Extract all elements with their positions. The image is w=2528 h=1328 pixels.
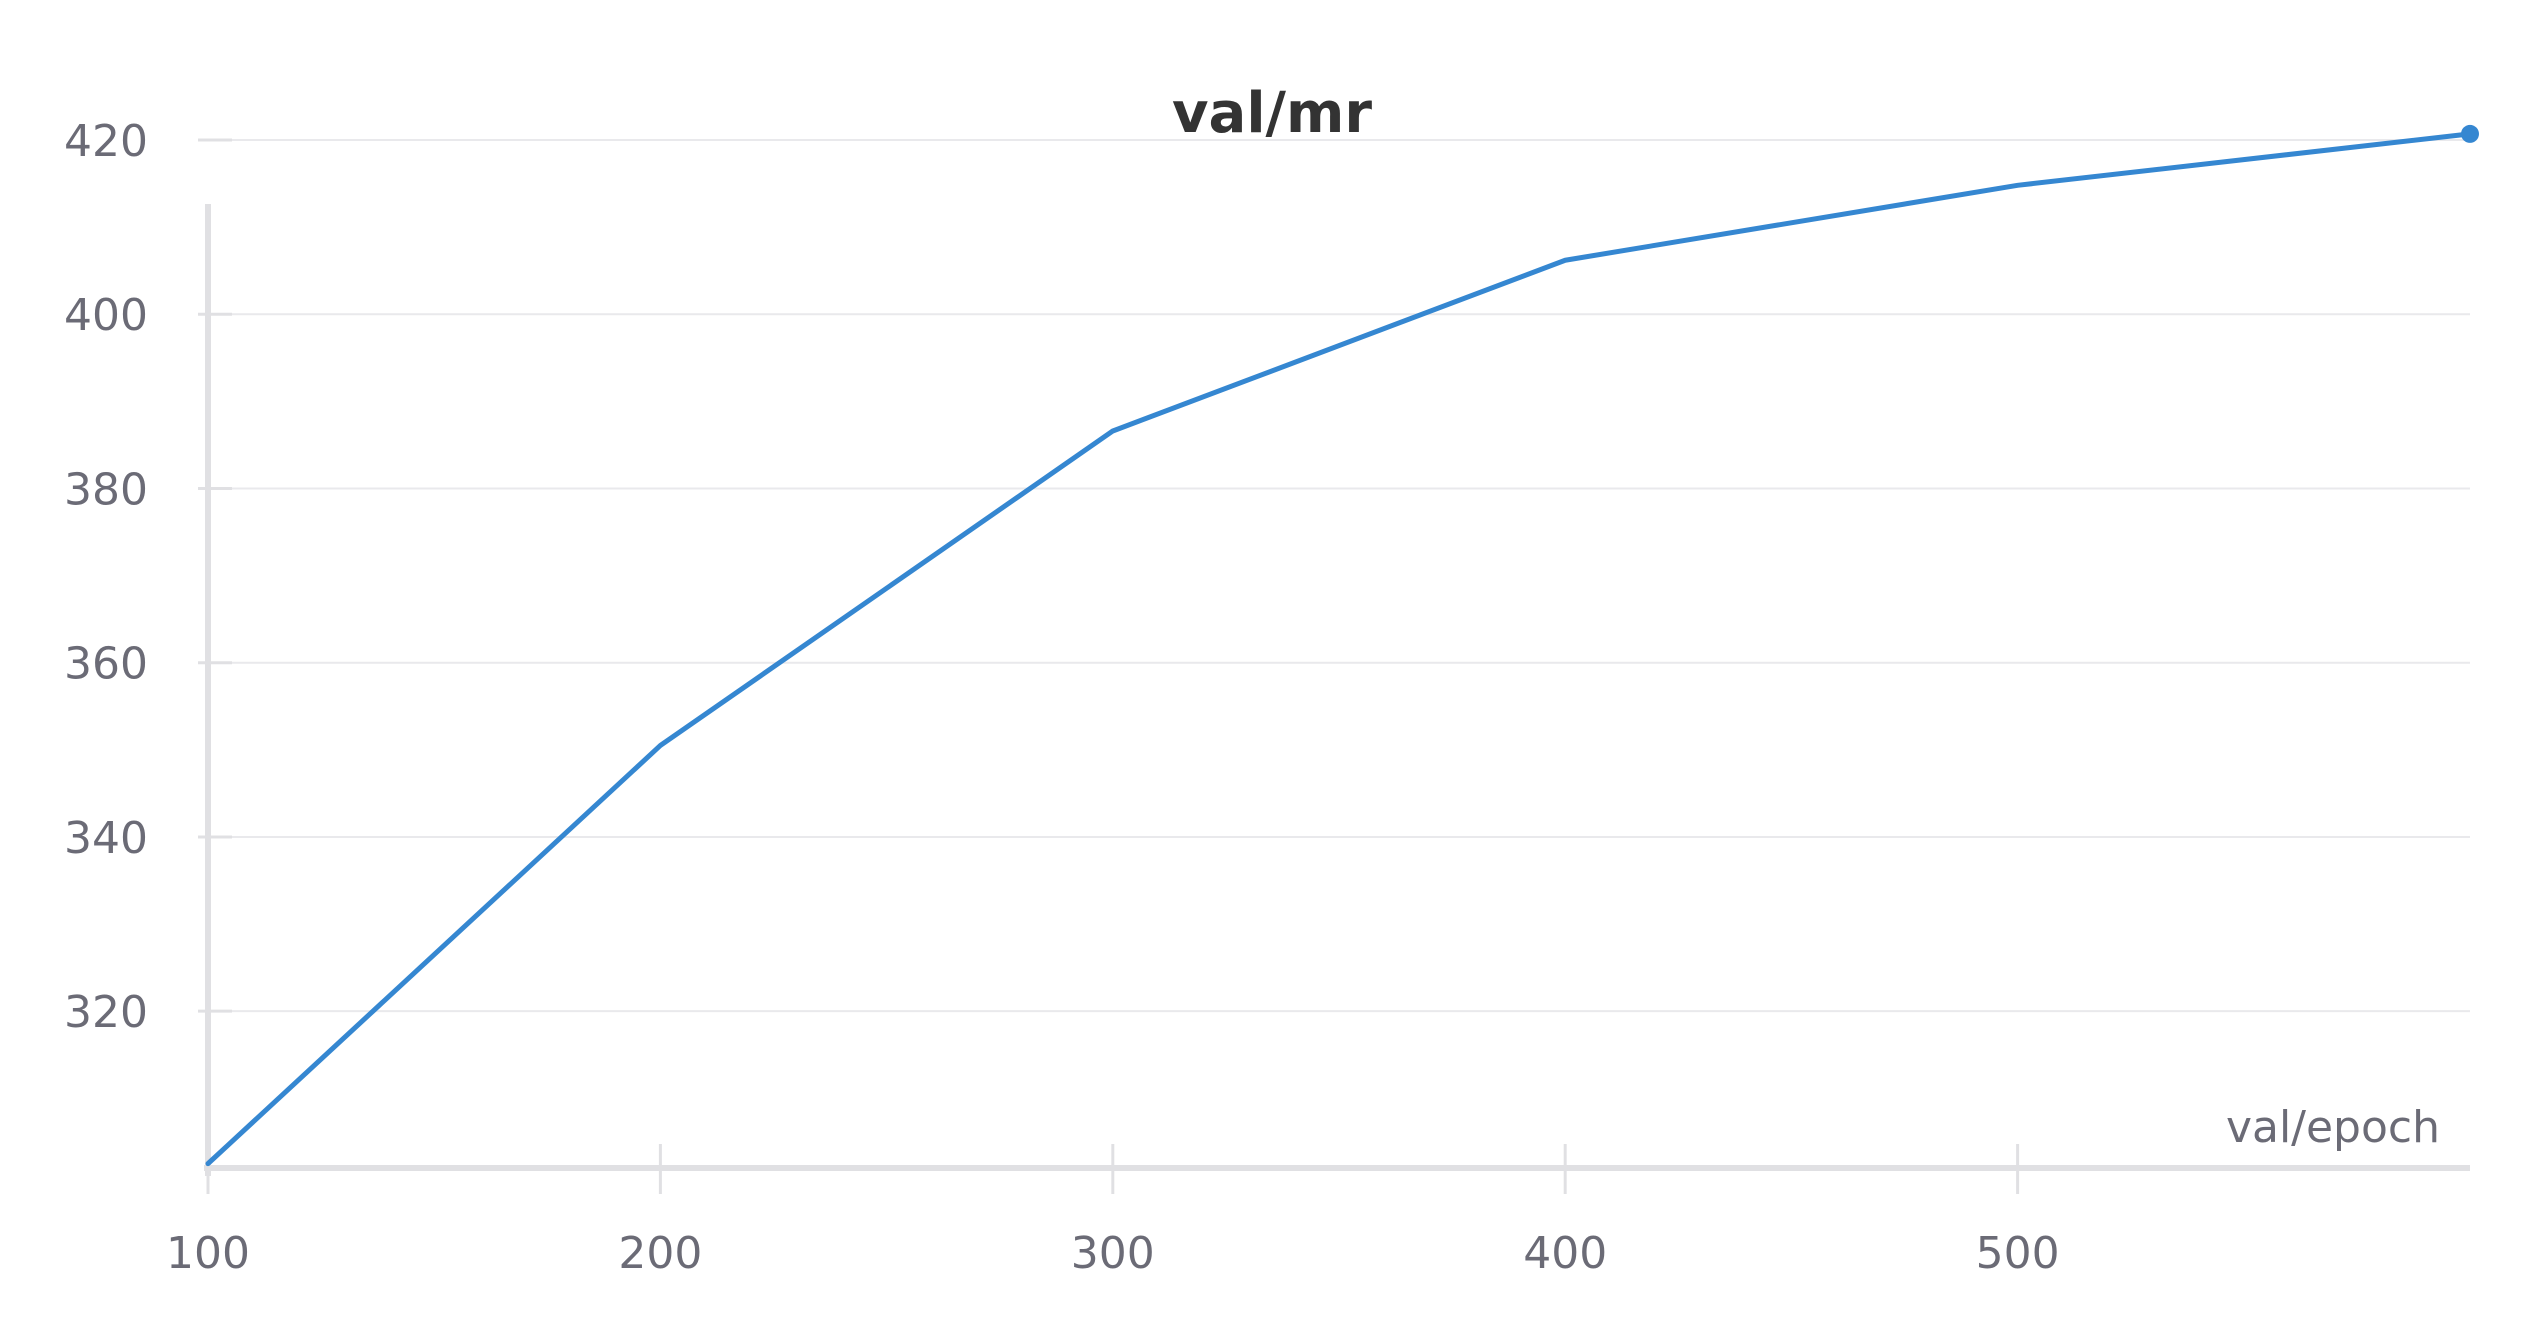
chart-title: val/mr: [1172, 81, 1372, 146]
axes: [198, 138, 2470, 1194]
x-tick-label: 300: [1071, 1228, 1155, 1279]
y-tick-label: 400: [64, 290, 148, 341]
y-tick-label: 320: [64, 987, 148, 1038]
tick-labels: 320 340 360 380 400 420 100 200 300 400 500: [64, 116, 2060, 1279]
y-tick-label: 380: [64, 464, 148, 515]
x-tick-label: 200: [618, 1228, 702, 1279]
gridlines: [208, 139, 2470, 1013]
series-line: [205, 131, 2473, 1167]
x-tick-label: 100: [166, 1228, 250, 1279]
series-layer: [205, 124, 2479, 1167]
x-tick-label: 500: [1976, 1228, 2060, 1279]
x-axis-label: val/epoch: [2226, 1102, 2440, 1153]
x-tick-label: 400: [1523, 1228, 1607, 1279]
y-tick-label: 360: [64, 639, 148, 690]
y-tick-label: 420: [64, 116, 148, 167]
series-end-marker: [2461, 124, 2479, 143]
y-tick-label: 340: [64, 813, 148, 864]
